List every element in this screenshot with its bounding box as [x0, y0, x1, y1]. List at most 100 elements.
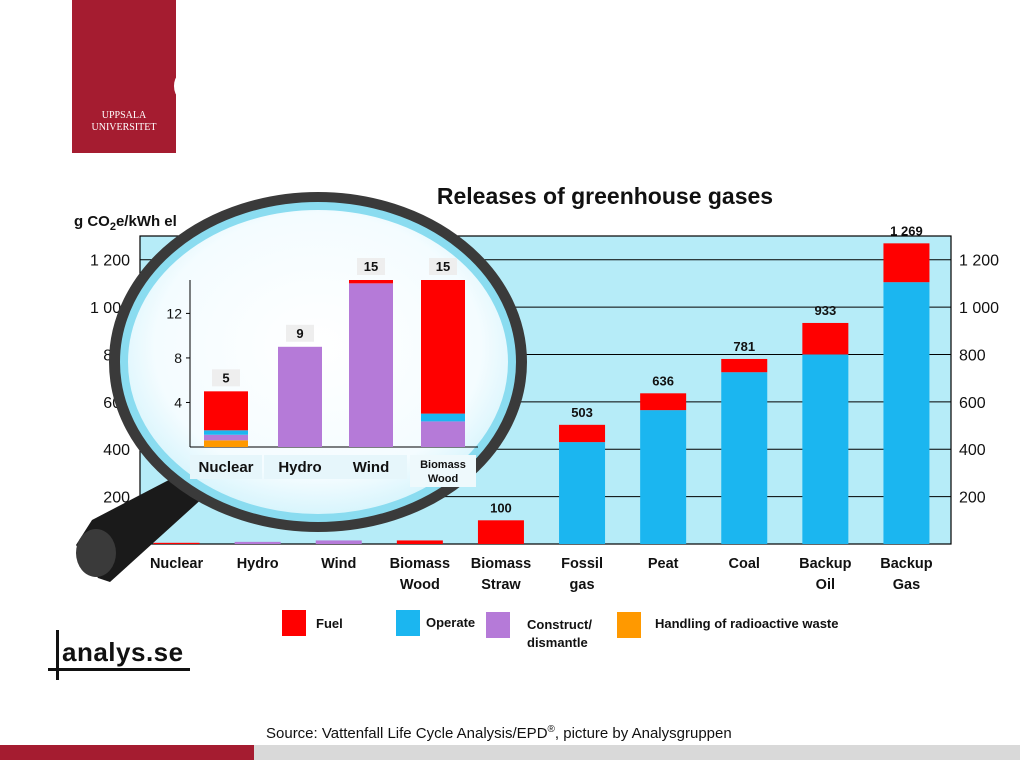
- bar-segment: [883, 243, 930, 283]
- inset-bar-segment: [421, 280, 465, 414]
- brand-bar-horizontal: [48, 668, 190, 671]
- bar-segment: [721, 358, 768, 373]
- inset-x-tick-label: Nuclear: [198, 459, 253, 476]
- brand-logo-text: analys.se: [62, 637, 184, 667]
- x-tick-label: Oil: [816, 577, 835, 593]
- inset-bar-segment: [204, 391, 248, 431]
- inset-x-tick-label: Biomass: [420, 459, 466, 471]
- logo-line-2: UNIVERSITET: [91, 122, 157, 133]
- bar-total-label: 100: [490, 500, 512, 515]
- registered-mark: ®: [547, 724, 555, 735]
- bar-segment: [477, 520, 524, 544]
- inset-bar-segment: [349, 280, 393, 284]
- inset-bar-total-label: 15: [436, 259, 450, 274]
- bar-segment: [721, 372, 768, 544]
- legend-waste-label: Handling of radioactive waste: [655, 616, 839, 631]
- bar-segment: [396, 540, 443, 544]
- bar-segment: [559, 424, 606, 443]
- x-tick-label: Straw: [481, 577, 521, 593]
- inset-bar-segment: [349, 283, 393, 447]
- bar-segment: [640, 410, 687, 544]
- inset-total-label-bg: [212, 369, 240, 387]
- bar-segment: [802, 354, 849, 544]
- bar-total-label: 636: [652, 373, 674, 388]
- y-axis-label: g CO2e/kWh el: [74, 213, 177, 233]
- inset-bar-segment: [421, 413, 465, 422]
- inset-total-label-bg: [357, 258, 385, 275]
- x-tick-label: Wood: [400, 577, 440, 593]
- bar-segment: [883, 282, 930, 544]
- footer-red-bar: [0, 745, 254, 760]
- inset-bar-total-label: 15: [364, 259, 378, 274]
- inset-bar-total-label: 5: [222, 370, 229, 385]
- y-tick-label-right: 400: [959, 442, 986, 459]
- y-tick-label-left: 1 200: [90, 253, 130, 270]
- inset-bar-segment: [204, 430, 248, 435]
- inset-y-tick-label: 12: [166, 305, 182, 321]
- bar-total-label: 781: [733, 339, 755, 354]
- inset-bar-segment: [204, 440, 248, 447]
- legend-fuel-label: Fuel: [316, 616, 343, 631]
- y-tick-label-right: 1 200: [959, 253, 999, 270]
- source-suffix: , picture by Analysgruppen: [554, 725, 732, 742]
- bar-segment: [153, 542, 200, 544]
- brand-bar-vertical: [56, 630, 59, 680]
- bar-total-label: 1 269: [890, 223, 923, 238]
- x-tick-label: Nuclear: [150, 556, 204, 572]
- bar-segment: [315, 540, 362, 544]
- bar-segment: [802, 322, 849, 355]
- x-tick-label: gas: [570, 577, 595, 593]
- source-credit: Source: Vattenfall Life Cycle Analysis/E…: [266, 724, 732, 742]
- magnifier-lens: 4 8 12 5 Nuclear 9 Hydro 15 Wind 15 Biomass Wood: [76, 192, 527, 582]
- inset-x-label-bg: [190, 455, 262, 479]
- inset-bar-segment: [278, 346, 322, 447]
- x-tick-label: Wind: [321, 556, 356, 572]
- magnifier-handle-cap: [76, 529, 116, 577]
- bar-segment: [559, 442, 606, 544]
- legend-construct-swatch: [486, 612, 510, 638]
- x-tick-label: Gas: [893, 577, 920, 593]
- legend-operate-label: Operate: [426, 615, 476, 630]
- university-seal-icon: [174, 67, 212, 105]
- inset-x-tick-label: Hydro: [278, 459, 321, 476]
- x-tick-label: Biomass: [390, 556, 450, 572]
- source-text: Source: Vattenfall Life Cycle Analysis/E…: [266, 725, 548, 742]
- bar-segment: [234, 541, 281, 544]
- inset-bar-total-label: 9: [296, 326, 303, 341]
- bar-segment: [640, 393, 687, 411]
- x-tick-label: Backup: [799, 556, 852, 572]
- inset-total-label-bg: [429, 258, 457, 275]
- footer-gray-bar: [254, 745, 1020, 760]
- legend-fuel-swatch: [282, 610, 306, 636]
- inset-x-label-bg: [410, 455, 476, 487]
- inset-total-label-bg: [286, 324, 314, 342]
- inset-bar-segment: [421, 421, 465, 447]
- legend-waste-swatch: [617, 612, 641, 638]
- inset-y-tick-label: 8: [174, 350, 182, 366]
- x-tick-label: Peat: [648, 556, 679, 572]
- y-tick-label-left: 400: [103, 442, 130, 459]
- logo-line-1: UPPSALA: [101, 110, 147, 121]
- y-tick-label-right: 200: [959, 490, 986, 507]
- chart-title: Releases of greenhouse gases: [436, 183, 774, 209]
- inset-y-tick-label: 4: [174, 394, 182, 410]
- y-tick-label-right: 1 000: [959, 300, 999, 317]
- y-tick-label-left: 200: [103, 490, 130, 507]
- y-tick-label-right: 600: [959, 395, 986, 412]
- magnifier-rim-shadow: [109, 192, 527, 532]
- inset-bar-segment: [204, 434, 248, 441]
- x-tick-label: Backup: [880, 556, 933, 572]
- uppsala-logo: UPPSALA UNIVERSITET: [72, 0, 212, 153]
- inset-x-label-bg: [335, 455, 407, 479]
- legend-operate-swatch: [396, 610, 420, 636]
- x-tick-label: Hydro: [237, 556, 279, 572]
- inset-x-tick-label: Wind: [353, 459, 390, 476]
- y-tick-label-right: 800: [959, 347, 986, 364]
- legend-construct-label: Construct/ dismantle: [527, 617, 592, 650]
- inset-x-label-bg: [264, 455, 336, 479]
- x-tick-label: Fossil: [561, 556, 603, 572]
- bar-total-label: 933: [814, 303, 836, 318]
- inset-x-tick-label: Wood: [428, 473, 458, 485]
- x-tick-label: Coal: [729, 556, 760, 572]
